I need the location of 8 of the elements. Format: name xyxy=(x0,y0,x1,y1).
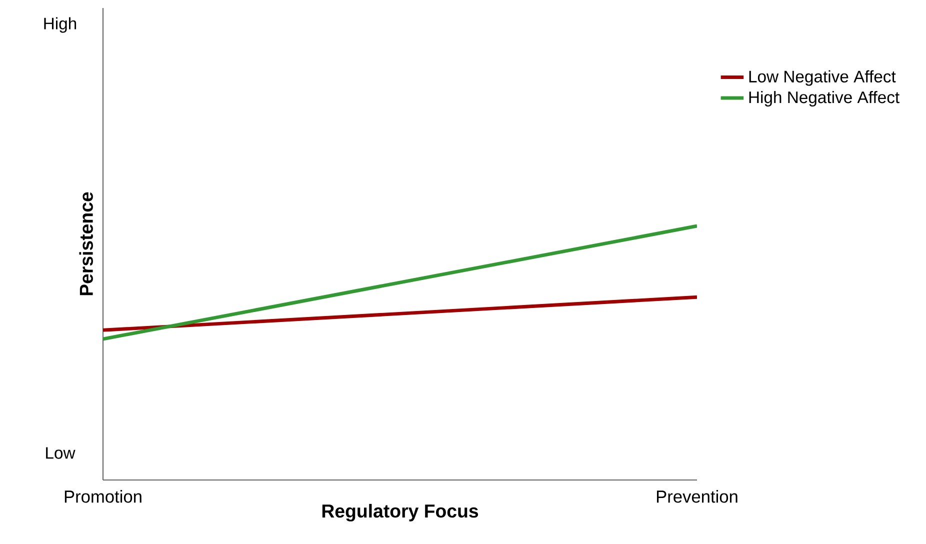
legend-label: Low Negative Affect xyxy=(749,70,896,86)
text: High xyxy=(44,17,76,33)
annotation: Low xyxy=(46,447,76,459)
x-tick-label: Prevention xyxy=(656,490,738,503)
x-axis-title: Regulatory Focus xyxy=(322,504,478,522)
x-tick-label: Promotion xyxy=(64,490,142,503)
y-axis-title: Persistence xyxy=(79,192,93,296)
legend-label: High Negative Affect xyxy=(749,90,900,107)
